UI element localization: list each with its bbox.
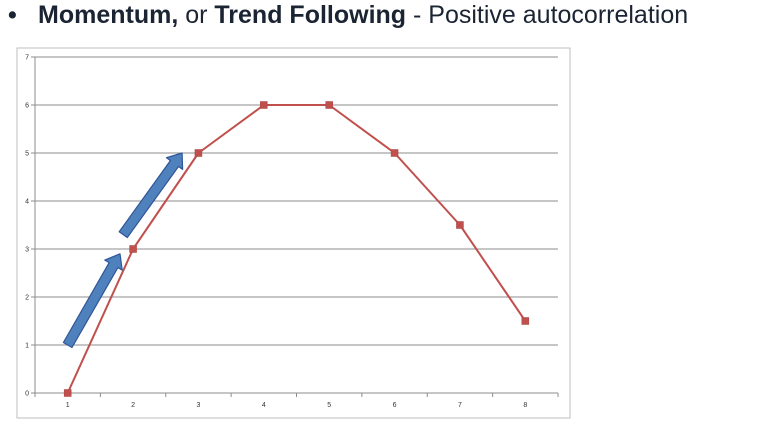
y-tick-label: 4 — [25, 199, 29, 206]
heading-term-momentum: Momentum, — [38, 1, 179, 29]
y-tick-label: 6 — [25, 103, 29, 110]
x-tick-label: 3 — [196, 402, 200, 409]
heading-term-trend-following: Trend Following — [214, 1, 407, 29]
series-line — [66, 104, 527, 394]
data-point-marker — [456, 221, 464, 229]
trend-arrow-annotation — [62, 253, 123, 349]
y-tick-label: 3 — [25, 247, 29, 254]
y-tick-label: 0 — [25, 391, 29, 398]
heading-rest: - Positive autocorrelation — [406, 1, 689, 29]
x-tick-label: 8 — [523, 402, 527, 409]
data-point-marker — [63, 389, 72, 397]
trend-arrow-annotation — [118, 152, 184, 239]
x-tick-label: 5 — [327, 402, 331, 409]
y-tick-label: 5 — [25, 151, 29, 158]
heading-connector: or — [178, 1, 215, 29]
y-tick-label: 7 — [25, 55, 29, 62]
y-tick-label: 2 — [25, 295, 29, 302]
bullet: • — [8, 1, 17, 29]
x-tick-label: 7 — [458, 402, 462, 409]
data-point-marker — [194, 149, 203, 157]
data-point-marker — [521, 317, 530, 325]
x-tick-label: 2 — [131, 402, 135, 409]
y-tick-label: 1 — [25, 343, 29, 350]
slide-heading: • Momentum, or Trend Following - Positive… — [8, 0, 688, 30]
x-tick-label: 6 — [393, 402, 397, 409]
data-point-marker — [129, 245, 137, 253]
data-point-marker — [390, 149, 399, 157]
x-tick-label: 1 — [66, 402, 70, 409]
x-tick-label: 4 — [262, 402, 266, 409]
data-point-marker — [260, 101, 268, 109]
data-point-marker — [325, 101, 333, 109]
chart-frame — [16, 47, 571, 419]
